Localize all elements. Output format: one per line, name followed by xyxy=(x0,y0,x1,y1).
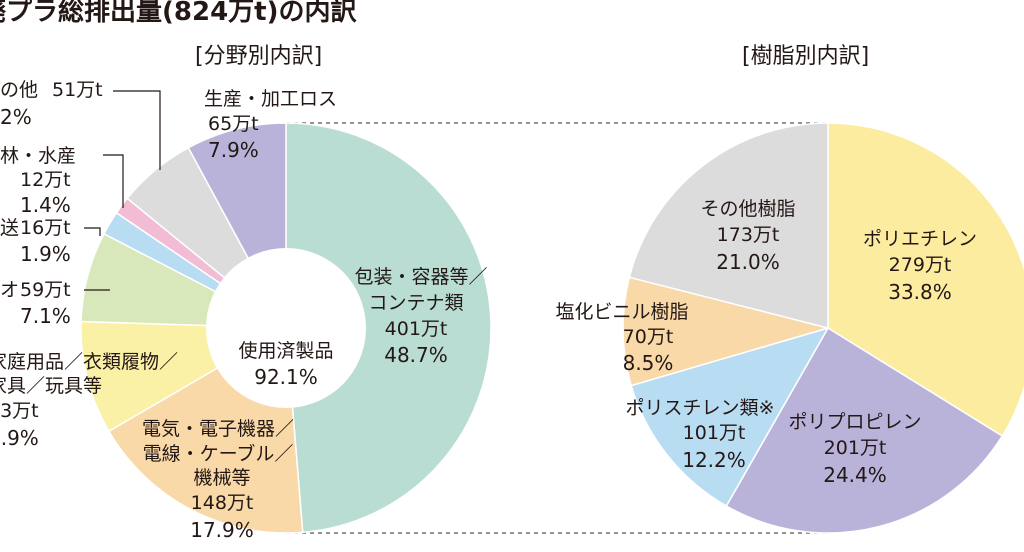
slice-label-percent: 17.9% xyxy=(190,518,254,542)
chart-main-title: 廃プラ総排出量(824万t)の内訳 xyxy=(0,0,357,27)
slice-label-percent: 2% xyxy=(0,105,32,129)
slice-label-name: ポリプロピレン xyxy=(788,411,921,433)
slice-label-name: その他樹脂 xyxy=(700,198,795,220)
pie1-label-production-loss: 生産・加工ロス 65万t 7.9% xyxy=(204,88,337,162)
slice-label-name: 送 xyxy=(0,217,19,239)
pie1-label-other: の他 51万t 2% xyxy=(0,79,103,129)
pie1-slice-0 xyxy=(285,122,492,534)
leader-line-forestry xyxy=(103,154,124,208)
slice-label-percent: 48.7% xyxy=(384,343,448,367)
slice-label-amount: 73万t xyxy=(0,400,39,422)
slice-label-name: ポリエチレン xyxy=(863,228,977,250)
pie2-slices xyxy=(622,122,1024,534)
slice-label-percent: 33.8% xyxy=(888,280,952,304)
slice-label-percent: 7.1% xyxy=(20,304,71,328)
slice-label-amount: 401万t xyxy=(385,318,448,340)
pie1-label-transport: 送 16万t 1.9% xyxy=(0,217,71,266)
slice-label-amount: 59万t xyxy=(20,279,71,301)
slice-label-percent: 1.9% xyxy=(20,242,71,266)
pie2-slice-2 xyxy=(630,326,830,508)
pie2-slice-1 xyxy=(725,326,1004,534)
slice-label-percent: 12.2% xyxy=(682,448,746,472)
leader-line-other xyxy=(113,90,161,170)
pie2-slice-3 xyxy=(622,276,831,387)
pie2-label-pvc: 塩化ビニル樹脂 70万t 8.5% xyxy=(555,301,688,375)
pie2-label-other-resin: その他樹脂 173万t 21.0% xyxy=(700,198,795,274)
pie2-title: [樹脂別内訳] xyxy=(742,44,869,69)
leader-line-transport xyxy=(84,227,101,236)
slice-label-amount: 16万t xyxy=(20,217,71,239)
pie1-label-forestry: 林・水産 12万t 1.4% xyxy=(0,145,76,217)
slice-label-name: ポリスチレン類※ xyxy=(626,397,775,419)
pie1-center-percent: 92.1% xyxy=(254,365,318,389)
slice-label-name: 塩化ビニル樹脂 xyxy=(555,301,688,323)
slice-label-name: 機械等 xyxy=(193,467,250,489)
slice-label-percent: 24.4% xyxy=(823,463,887,487)
pie1-title: [分野別内訳] xyxy=(195,44,322,69)
slice-label-percent: 1.4% xyxy=(20,193,71,217)
slice-label-name: 電気・電子機器／ xyxy=(142,418,294,440)
slice-label-percent: 7.9% xyxy=(208,138,259,162)
slice-label-amount: 65万t xyxy=(208,113,259,135)
slice-label-amount: 148万t xyxy=(191,492,254,514)
slice-label-amount: 173万t xyxy=(717,224,780,246)
slice-label-amount: 12万t xyxy=(20,169,71,191)
pie2-slice-4 xyxy=(628,122,829,329)
pie1-center-hole xyxy=(206,248,366,408)
slice-label-amount: 201万t xyxy=(824,437,887,459)
leader-lines xyxy=(84,90,161,291)
slice-label-amount: 279万t xyxy=(889,254,952,276)
slice-label-name: コンテナ類 xyxy=(368,292,463,314)
slice-label-amount: 70万t xyxy=(623,326,674,348)
pie1-label-electrical: 電気・電子機器／ 電線・ケーブル／ 機械等 148万t 17.9% xyxy=(142,418,294,542)
pie1-label-packaging: 包装・容器等／ コンテナ類 401万t 48.7% xyxy=(354,266,487,367)
slice-label-name: 林・水産 xyxy=(0,145,76,167)
slice-label-name: 生産・加工ロス xyxy=(204,88,337,110)
pie2-label-polypropylene: ポリプロピレン 201万t 24.4% xyxy=(788,411,921,487)
slice-label-name: 包装・容器等／ xyxy=(354,266,487,288)
pie1-label-household: 家庭用品／衣類履物／ 家具／玩具等 73万t 8.9% xyxy=(0,351,178,450)
slice-label-amount: 51万t xyxy=(52,79,103,101)
slice-label-percent: 8.5% xyxy=(623,351,674,375)
pie2-label-polystyrene: ポリスチレン類※ 101万t 12.2% xyxy=(626,397,775,472)
slice-label-name: の他 xyxy=(0,79,38,101)
slice-label-percent: 8.9% xyxy=(0,426,39,450)
slice-label-name: 家具／玩具等 xyxy=(0,375,102,397)
slice-label-name: 電線・ケーブル／ xyxy=(143,442,294,465)
pie1-center-name: 使用済製品 xyxy=(238,340,333,362)
pie2-label-polyethylene: ポリエチレン 279万t 33.8% xyxy=(863,228,977,304)
pie1-label-construction: オ 59万t 7.1% xyxy=(0,279,71,328)
slice-label-name: 家庭用品／衣類履物／ xyxy=(0,351,178,373)
slice-label-percent: 21.0% xyxy=(716,250,780,274)
slice-label-name: オ xyxy=(0,279,19,301)
slice-label-amount: 101万t xyxy=(683,422,746,444)
